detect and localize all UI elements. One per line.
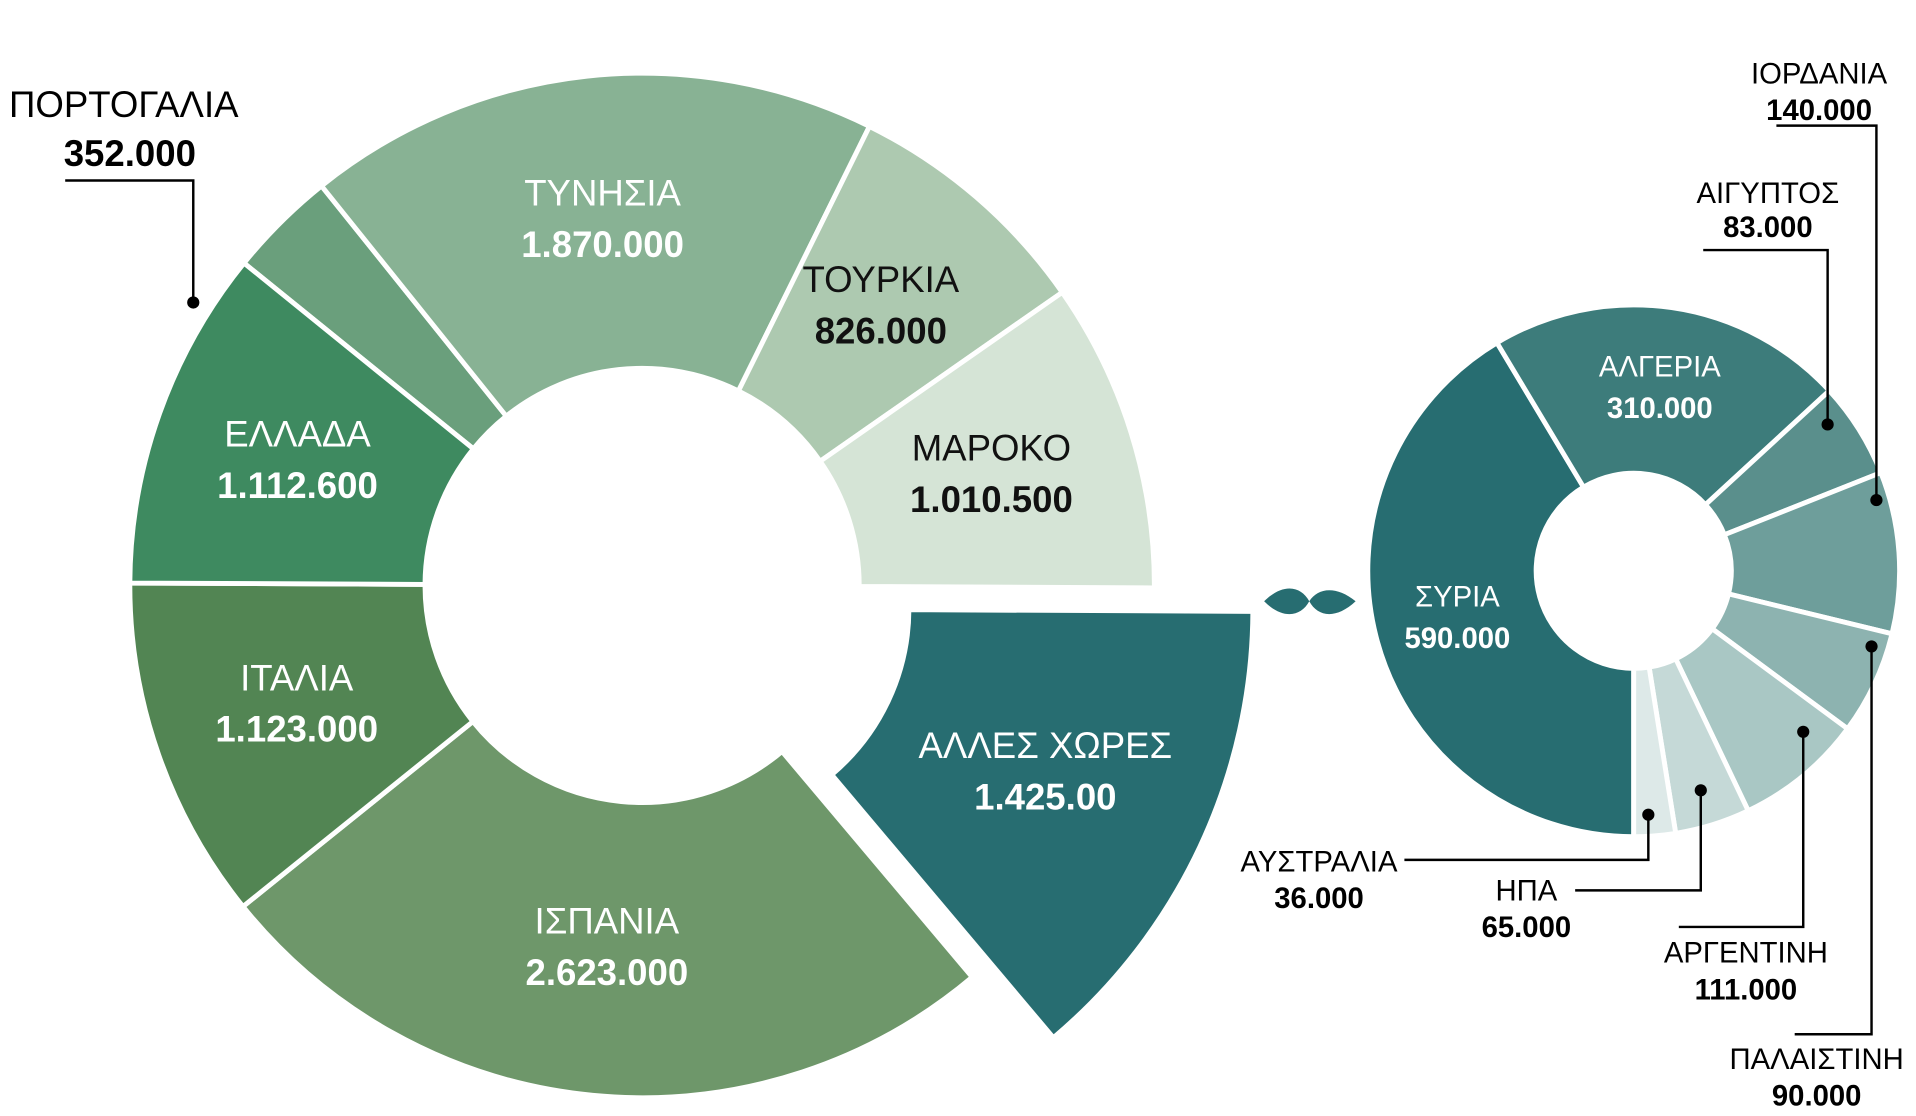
slice-name: ΙΣΠΑΝΙΑ [535, 901, 680, 942]
slice-value: 590.000 [1404, 623, 1510, 655]
slice [127, 259, 477, 587]
slice-name: ΑΥΣΤΡΑΛΙΑ [1241, 846, 1398, 878]
leader-dot [1694, 784, 1707, 797]
slice-value: 111.000 [1695, 974, 1798, 1006]
slice-value: 310.000 [1607, 393, 1713, 425]
leader-line [1703, 248, 1829, 425]
leader-dot [187, 296, 200, 309]
slice-value: 90.000 [1772, 1080, 1862, 1112]
slice-name: ΑΛΛΕΣ ΧΩΡΕΣ [919, 725, 1173, 766]
slice-name: ΜΑΡΟΚΟ [912, 428, 1071, 469]
leader-dot [1821, 418, 1834, 431]
slice-name: ΑΡΓΕΝΤΙΝΗ [1664, 938, 1828, 970]
slice-value: 352.000 [64, 133, 196, 174]
slice-name: ΑΛΓΕΡΙΑ [1599, 352, 1721, 384]
slice-value: 826.000 [815, 310, 947, 351]
leader-line [1678, 731, 1805, 929]
leader-line [1776, 124, 1878, 501]
slice-value: 140.000 [1766, 95, 1872, 127]
slice-name: ΤΟΥΡΚΙΑ [802, 259, 959, 300]
slice-name: ΑΙΓΥΠΤΟΣ [1697, 178, 1840, 210]
leader-dot [1865, 640, 1878, 653]
slice [239, 718, 976, 1101]
slice-name: ΕΛΛΑΔΑ [224, 414, 371, 455]
leader-dot [1797, 725, 1810, 738]
slice-value: 1.112.600 [217, 465, 378, 506]
slice-value: 1.123.000 [215, 709, 378, 750]
slice-name: ΠΑΛΑΙΣΤΙΝΗ [1730, 1044, 1904, 1076]
slice-name: ΗΠΑ [1495, 876, 1557, 908]
slice [735, 123, 1066, 465]
slice [1365, 339, 1637, 840]
slice-name: ΠΟΡΤΟΓΑΛΙΑ [9, 84, 239, 125]
leader-line [1794, 646, 1873, 1036]
leader-dot [1870, 493, 1883, 507]
slice-value: 1.425.00 [974, 776, 1116, 817]
connector [1264, 588, 1356, 615]
slice [1493, 302, 1833, 509]
slice-name: ΤΥΝΗΣΙΑ [524, 173, 681, 214]
slice-name: ΙΟΡΔΑΝΙΑ [1751, 58, 1888, 90]
slice-value: 2.623.000 [525, 952, 688, 993]
leader-line [65, 179, 195, 303]
slice [828, 607, 1256, 1042]
leader-dot [1642, 808, 1655, 821]
slice [318, 70, 873, 420]
leader-line [1575, 790, 1702, 892]
slice-name: ΙΤΑΛΙΑ [240, 657, 354, 698]
slice [1721, 469, 1903, 637]
slice-value: 83.000 [1723, 212, 1813, 244]
slice-value: 1.010.500 [910, 479, 1073, 520]
leader-line [1404, 814, 1650, 862]
slice-value: 65.000 [1482, 912, 1572, 944]
slice [1631, 664, 1679, 840]
slice-value: 1.870.000 [521, 224, 684, 265]
slice [127, 580, 477, 910]
slice [816, 288, 1157, 591]
slice-value: 36.000 [1274, 883, 1364, 915]
slice-name: ΣΥΡΙΑ [1415, 582, 1500, 614]
